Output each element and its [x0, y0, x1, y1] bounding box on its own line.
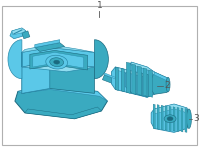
- Polygon shape: [157, 105, 159, 129]
- Polygon shape: [22, 62, 50, 93]
- Ellipse shape: [54, 60, 60, 64]
- Polygon shape: [111, 67, 151, 97]
- Polygon shape: [132, 64, 136, 94]
- Polygon shape: [121, 68, 124, 92]
- Polygon shape: [185, 108, 187, 132]
- Polygon shape: [149, 70, 153, 97]
- Polygon shape: [104, 73, 117, 80]
- Polygon shape: [94, 40, 108, 79]
- Polygon shape: [161, 105, 163, 130]
- Polygon shape: [151, 72, 169, 94]
- Polygon shape: [12, 28, 26, 35]
- Polygon shape: [127, 70, 130, 93]
- Text: 2: 2: [164, 81, 170, 90]
- Polygon shape: [102, 75, 117, 85]
- Polygon shape: [115, 67, 118, 90]
- Polygon shape: [153, 104, 155, 129]
- Polygon shape: [181, 108, 183, 132]
- Polygon shape: [22, 62, 50, 93]
- Polygon shape: [22, 45, 94, 52]
- Polygon shape: [145, 74, 148, 97]
- Polygon shape: [169, 106, 171, 131]
- Polygon shape: [18, 87, 107, 101]
- Ellipse shape: [50, 58, 64, 67]
- Polygon shape: [154, 72, 167, 81]
- Polygon shape: [151, 104, 189, 132]
- Polygon shape: [22, 47, 94, 67]
- Polygon shape: [139, 72, 142, 96]
- Polygon shape: [22, 62, 94, 72]
- Polygon shape: [10, 28, 26, 39]
- Text: 1: 1: [97, 1, 102, 10]
- Polygon shape: [25, 107, 101, 119]
- Polygon shape: [115, 67, 147, 78]
- Polygon shape: [15, 87, 107, 119]
- Ellipse shape: [164, 115, 176, 123]
- Polygon shape: [173, 107, 175, 131]
- Polygon shape: [35, 43, 65, 51]
- Polygon shape: [126, 62, 130, 93]
- Polygon shape: [165, 106, 167, 130]
- Polygon shape: [30, 50, 88, 70]
- Text: 3: 3: [193, 114, 199, 123]
- Polygon shape: [50, 62, 94, 93]
- Polygon shape: [143, 68, 147, 96]
- Polygon shape: [22, 31, 30, 39]
- Polygon shape: [131, 62, 154, 75]
- Polygon shape: [133, 71, 136, 94]
- Polygon shape: [125, 62, 157, 97]
- Polygon shape: [35, 40, 60, 47]
- Polygon shape: [8, 40, 22, 79]
- Polygon shape: [33, 52, 84, 68]
- Ellipse shape: [186, 109, 191, 128]
- Polygon shape: [137, 66, 141, 95]
- Ellipse shape: [167, 117, 173, 121]
- Ellipse shape: [166, 77, 170, 92]
- Ellipse shape: [46, 55, 68, 69]
- Polygon shape: [154, 104, 187, 114]
- Polygon shape: [177, 107, 179, 132]
